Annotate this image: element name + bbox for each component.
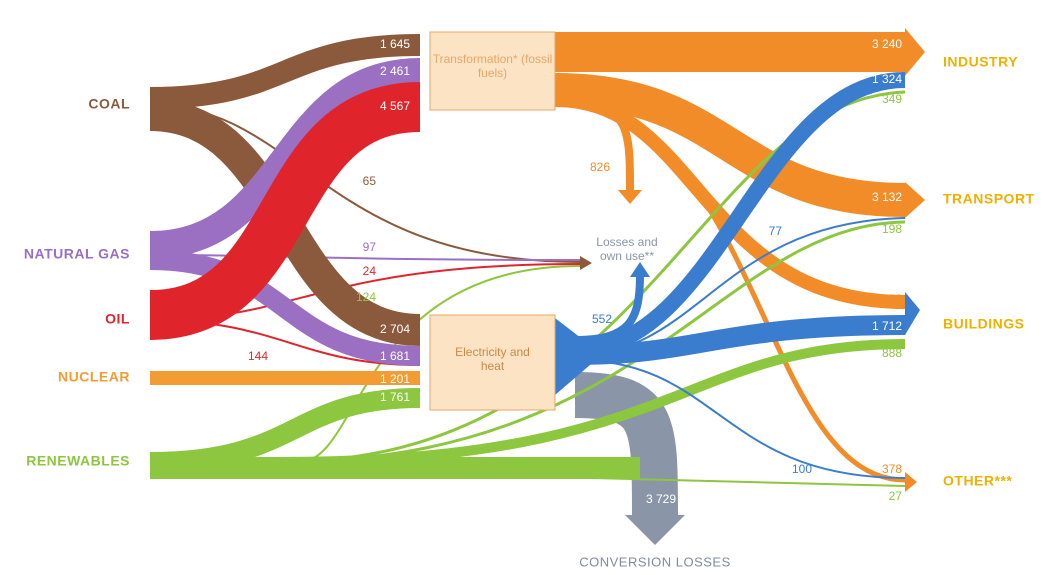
source-label: NATURAL GAS: [24, 246, 130, 262]
process-box: [429, 314, 556, 411]
flow-label: 3 240: [872, 37, 902, 51]
flow-label: 1 324: [872, 72, 902, 86]
sink-label: TRANSPORT: [943, 191, 1035, 207]
arrow: [905, 28, 925, 76]
arrow: [625, 515, 685, 545]
flow: [574, 359, 906, 479]
flow: [279, 339, 906, 467]
flows: [148, 28, 925, 545]
flow: [149, 34, 421, 109]
flow-label: 124: [356, 290, 376, 304]
flow-label: 198: [882, 222, 902, 236]
flow-label: 2 461: [380, 64, 410, 78]
flow-label: 1 681: [380, 349, 410, 363]
flow: [574, 315, 906, 365]
flow: [149, 58, 421, 259]
process-label: Transformation* (fossil fuels): [432, 52, 553, 80]
flow-label: 1 645: [380, 37, 410, 51]
process-label: Electricity and heat: [455, 345, 530, 373]
process-label: Losses and own use**: [596, 235, 658, 263]
flow: [555, 318, 590, 395]
arrow: [905, 472, 917, 492]
flow: [554, 101, 906, 483]
process-box: [429, 31, 556, 111]
flow: [554, 73, 906, 217]
sink-label: INDUSTRY: [943, 54, 1018, 70]
arrow: [905, 182, 925, 218]
flow-label: 826: [590, 160, 610, 174]
source-label: OIL: [105, 311, 130, 327]
flow: [148, 82, 422, 340]
arrow: [618, 190, 642, 204]
flow-label: 1 201: [380, 372, 410, 386]
flow-label: 24: [363, 264, 377, 278]
flow-label: 1 712: [872, 319, 902, 333]
arrow: [630, 262, 650, 277]
sink-label: BUILDINGS: [943, 316, 1025, 332]
flow: [574, 72, 906, 358]
source-label: NUCLEAR: [58, 369, 130, 385]
flow: [589, 104, 634, 191]
arrow: [905, 292, 920, 335]
flow-label: 3 729: [646, 492, 676, 506]
flow-label: 65: [363, 174, 377, 188]
flow-label: 4 567: [380, 99, 410, 113]
flow: [574, 274, 644, 344]
flow-label: 888: [882, 346, 902, 360]
arrow: [580, 256, 592, 270]
box-label: Electricity and heat: [455, 345, 530, 373]
boxes: Transformation* (fossil fuels) Electrici…: [429, 31, 658, 411]
flow-label: 77: [769, 224, 783, 238]
sink-label: CONVERSION LOSSES: [579, 554, 731, 569]
flow-label: 2 704: [380, 322, 410, 336]
flow-label: 1 098: [872, 292, 902, 306]
flow-label: 97: [363, 240, 377, 254]
flow-label: 349: [882, 92, 902, 106]
source-label: COAL: [88, 96, 130, 112]
flow-label: 100: [792, 462, 812, 476]
flow-label: 1 761: [380, 390, 410, 404]
box-label: Losses and own use**: [596, 235, 658, 263]
flow: [149, 250, 421, 366]
sink-label: OTHER***: [943, 473, 1012, 489]
flow: [574, 372, 678, 516]
flow-label: 27: [889, 489, 903, 503]
labels: COAL NATURAL GAS OIL NUCLEAR RENEWABLES …: [24, 37, 1035, 569]
flow-label: 144: [248, 349, 268, 363]
source-label: RENEWABLES: [26, 453, 130, 469]
flow-label: 552: [592, 312, 612, 326]
flow-label: 378: [882, 462, 902, 476]
flow-label: 3 132: [872, 190, 902, 204]
box-label: Transformation* (fossil fuels): [432, 52, 553, 80]
